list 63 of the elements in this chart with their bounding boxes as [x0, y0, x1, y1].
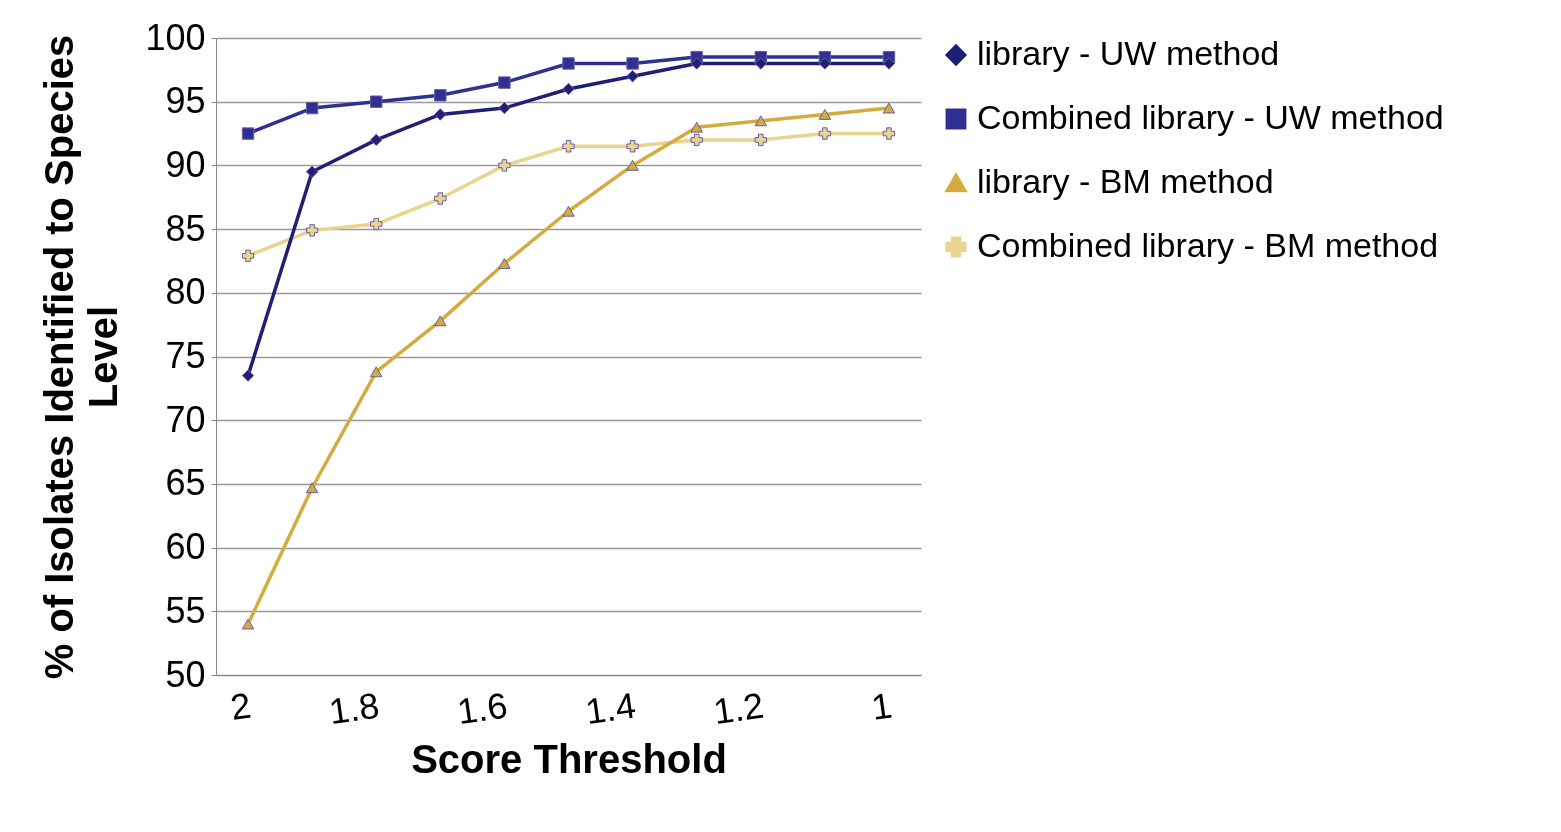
legend-label: Combined library - UW method	[977, 98, 1444, 136]
point	[882, 102, 896, 114]
point	[370, 95, 383, 108]
point	[818, 127, 832, 140]
point	[562, 205, 575, 217]
point	[818, 109, 832, 120]
point	[305, 482, 319, 494]
y-tick-label: 55	[165, 589, 206, 631]
y-tick-label: 100	[145, 16, 206, 58]
legend-label: library - UW method	[977, 34, 1280, 72]
point	[690, 57, 703, 70]
y-tick-label: 75	[165, 335, 206, 376]
point	[370, 217, 383, 231]
point	[498, 101, 511, 115]
point	[562, 57, 575, 70]
y-tick-label: 70	[165, 398, 206, 440]
x-tick-label: 2	[228, 684, 254, 728]
point	[241, 127, 255, 140]
y-tick-label: 90	[165, 143, 206, 185]
legend-label: library - BM method	[977, 162, 1274, 200]
point	[626, 57, 639, 70]
point	[241, 618, 255, 630]
y-tick-label: 95	[165, 80, 206, 122]
x-axis-title: Score Threshold	[411, 737, 727, 782]
y-tick-label: 65	[165, 462, 206, 504]
point	[498, 159, 511, 172]
y-tick-label: 80	[165, 271, 206, 313]
y-tick-label: 50	[165, 653, 206, 695]
point	[690, 121, 703, 133]
point	[818, 57, 832, 70]
point	[754, 57, 767, 70]
point	[241, 369, 255, 382]
y-axis-title: % of Isolates Identified to Species Level	[37, 34, 126, 680]
point	[305, 101, 319, 115]
point	[562, 140, 575, 153]
point	[434, 192, 447, 205]
point	[241, 249, 255, 263]
x-tick-label: 1	[868, 684, 895, 728]
x-tick-label: 1.8	[326, 684, 382, 733]
point	[562, 82, 575, 96]
point	[434, 89, 447, 102]
point	[370, 366, 383, 378]
point	[434, 315, 447, 327]
point	[626, 70, 639, 83]
point	[434, 108, 447, 121]
legend-label: Combined library - BM method	[977, 226, 1439, 264]
point	[498, 76, 511, 89]
point	[882, 57, 896, 70]
point	[370, 133, 383, 147]
point	[882, 127, 896, 140]
y-tick-label: 60	[165, 526, 206, 568]
point	[305, 224, 319, 237]
x-tick-label: 1.2	[711, 684, 767, 733]
point	[754, 133, 767, 147]
point	[690, 133, 703, 147]
point	[498, 258, 511, 269]
point	[754, 115, 767, 127]
y-tick-label: 85	[165, 207, 206, 249]
x-tick-label: 1.6	[454, 684, 510, 733]
x-tick-label: 1.4	[582, 684, 639, 733]
point	[626, 140, 639, 153]
point	[626, 159, 639, 171]
point	[305, 165, 319, 178]
